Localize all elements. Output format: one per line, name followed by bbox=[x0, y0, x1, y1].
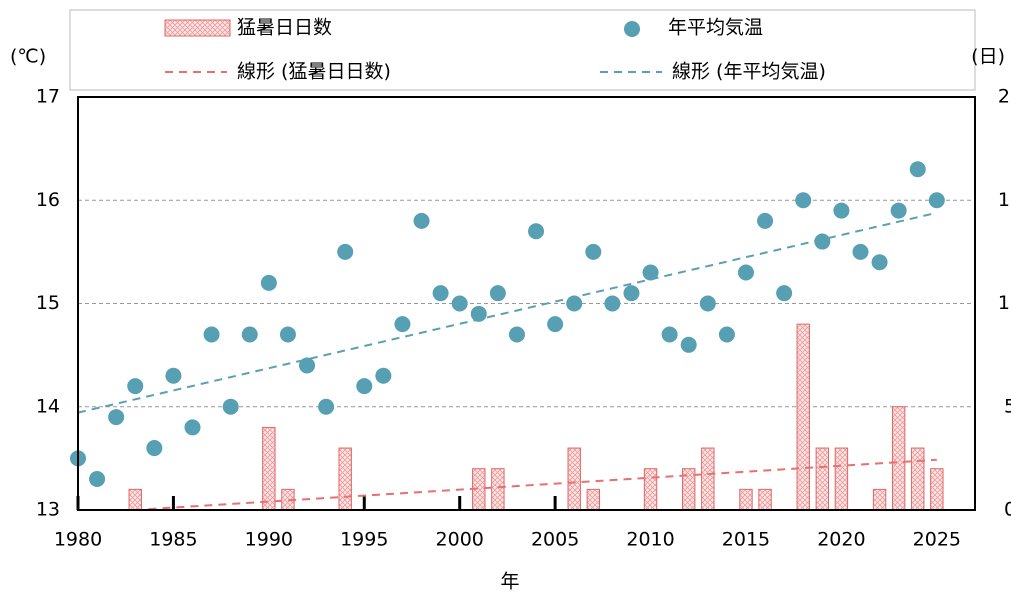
legend-label: 猛暑日日数 bbox=[237, 17, 332, 39]
point bbox=[356, 378, 373, 395]
point bbox=[814, 233, 831, 250]
point bbox=[108, 409, 125, 426]
bar bbox=[891, 406, 906, 511]
point bbox=[680, 336, 697, 353]
bar bbox=[567, 447, 581, 511]
point bbox=[203, 326, 220, 343]
y-unit-label: (℃) bbox=[10, 46, 46, 68]
point bbox=[165, 367, 182, 384]
point bbox=[241, 326, 258, 343]
bar bbox=[128, 488, 142, 511]
point bbox=[508, 326, 525, 343]
point bbox=[833, 202, 850, 219]
point bbox=[89, 471, 106, 488]
point bbox=[432, 285, 449, 302]
point bbox=[661, 326, 678, 343]
x-tick-label: 2000 bbox=[436, 529, 484, 551]
point bbox=[470, 305, 487, 322]
point bbox=[222, 398, 239, 415]
y2-tick-label: 20 bbox=[998, 86, 1011, 108]
bar bbox=[739, 488, 753, 511]
point bbox=[375, 367, 392, 384]
bar bbox=[758, 488, 772, 511]
x-tick-label: 1985 bbox=[149, 529, 197, 551]
point bbox=[279, 326, 296, 343]
point bbox=[699, 295, 716, 312]
bar bbox=[262, 426, 276, 511]
point bbox=[489, 285, 506, 302]
x-tick-label: 2015 bbox=[722, 529, 770, 551]
point bbox=[776, 285, 793, 302]
y2-tick-label: 10 bbox=[998, 292, 1011, 314]
y-tick-label: 14 bbox=[36, 395, 60, 417]
legend-swatch bbox=[624, 21, 640, 37]
point bbox=[718, 326, 735, 343]
y2-unit-label: (日) bbox=[971, 46, 1005, 68]
bar bbox=[815, 447, 830, 511]
point bbox=[737, 264, 754, 281]
bar bbox=[872, 488, 887, 511]
bar bbox=[834, 447, 849, 511]
point bbox=[757, 212, 774, 229]
point bbox=[146, 440, 163, 457]
bar bbox=[491, 468, 505, 511]
y2-tick-label: 0 bbox=[1004, 499, 1011, 521]
trend-line bbox=[134, 458, 937, 511]
point bbox=[604, 295, 621, 312]
bar bbox=[911, 447, 925, 511]
x-tick-label: 1990 bbox=[245, 529, 293, 551]
point bbox=[547, 316, 564, 333]
bar bbox=[701, 447, 715, 511]
point bbox=[852, 243, 869, 260]
bar bbox=[643, 468, 658, 511]
point bbox=[260, 274, 277, 291]
legend-swatch bbox=[164, 19, 231, 37]
y2-tick-label: 15 bbox=[998, 189, 1011, 211]
point bbox=[451, 295, 468, 312]
point bbox=[642, 264, 659, 281]
point bbox=[623, 285, 640, 302]
x-tick-label: 1980 bbox=[54, 529, 102, 551]
x-axis-label: 年 bbox=[500, 571, 519, 593]
x-tick-label: 2010 bbox=[626, 529, 674, 551]
bar bbox=[338, 447, 352, 511]
plot-border bbox=[77, 96, 976, 511]
legend-label: 線形 (猛暑日日数) bbox=[237, 61, 391, 83]
point bbox=[585, 243, 602, 260]
point bbox=[299, 357, 316, 374]
point bbox=[413, 212, 430, 229]
point bbox=[127, 378, 144, 395]
point bbox=[184, 419, 201, 436]
point bbox=[318, 398, 335, 415]
y2-tick-label: 5 bbox=[1004, 395, 1011, 417]
y-tick-label: 16 bbox=[36, 189, 60, 211]
legend-label: 線形 (年平均気温) bbox=[672, 61, 826, 83]
bar bbox=[796, 323, 810, 511]
point bbox=[871, 254, 888, 271]
x-tick-label: 2020 bbox=[817, 529, 865, 551]
point bbox=[337, 243, 354, 260]
trend-line bbox=[77, 211, 938, 414]
point bbox=[909, 161, 926, 178]
point bbox=[528, 223, 545, 240]
y-tick-label: 13 bbox=[36, 499, 60, 521]
point bbox=[394, 316, 411, 333]
x-tick-label: 2025 bbox=[913, 529, 961, 551]
point bbox=[566, 295, 583, 312]
point bbox=[890, 202, 907, 219]
y-tick-label: 17 bbox=[36, 86, 60, 108]
point bbox=[928, 192, 945, 209]
legend-label: 年平均気温 bbox=[668, 17, 763, 39]
point bbox=[795, 192, 812, 209]
bar bbox=[930, 468, 944, 511]
y-tick-label: 15 bbox=[36, 292, 60, 314]
bar bbox=[586, 488, 601, 511]
x-tick-label: 1995 bbox=[340, 529, 388, 551]
x-tick-label: 2005 bbox=[531, 529, 579, 551]
